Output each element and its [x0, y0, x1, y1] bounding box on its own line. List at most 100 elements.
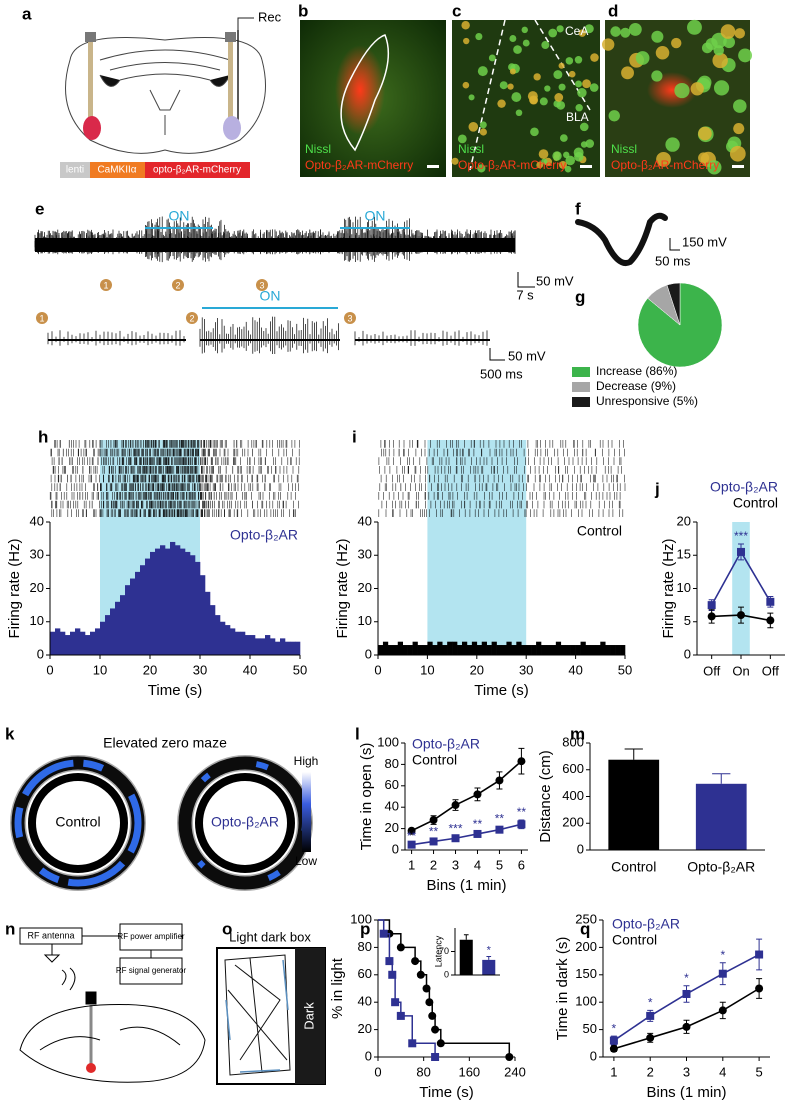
x-tick-label: 0 [374, 1064, 381, 1079]
panel-label: o [222, 919, 232, 938]
marker [411, 957, 420, 966]
bar [290, 641, 296, 655]
significance: * [487, 944, 492, 956]
y-tick-label: 800 [562, 734, 584, 749]
legend-label: Opto-β₂AR [710, 479, 778, 495]
cell [556, 25, 564, 33]
bar [120, 595, 126, 655]
y-tick-label: 10 [358, 613, 372, 628]
y-tick-label: 100 [575, 994, 597, 1009]
bar [481, 641, 487, 655]
cell [577, 88, 587, 98]
panel-label: d [608, 1, 618, 20]
cell [552, 151, 562, 161]
marker [431, 1025, 440, 1034]
stain-label: Opto-β₂AR-mCherry [458, 158, 566, 172]
marker [429, 837, 438, 846]
bar [55, 628, 61, 655]
marker [422, 984, 431, 993]
label: ON [365, 208, 386, 224]
legend-swatch [572, 367, 590, 377]
y-tick-label: 15 [677, 547, 691, 562]
bar [240, 631, 246, 655]
legend-swatch [572, 397, 590, 407]
y-tick-label: 50 [583, 1021, 597, 1036]
marker [517, 820, 526, 829]
error-bar [624, 748, 643, 760]
bar [541, 645, 547, 655]
cell [539, 97, 548, 106]
bar [531, 645, 537, 655]
x-tick-label: Off [703, 663, 720, 678]
significance: *** [734, 529, 748, 543]
bar [452, 641, 458, 655]
x-tick-label: 5 [496, 857, 503, 872]
legend-swatch [572, 382, 590, 392]
cell [584, 24, 594, 34]
cell [468, 122, 479, 132]
bar [422, 645, 428, 655]
cell [479, 121, 487, 129]
cell [513, 45, 522, 54]
cell [530, 127, 539, 137]
x-tick-label: 5 [755, 1064, 762, 1079]
bar [165, 548, 171, 655]
dark-zone [295, 948, 325, 1084]
label: 1 [39, 313, 44, 323]
bar [95, 628, 101, 655]
bar [230, 628, 236, 655]
construct-lenti [60, 162, 90, 178]
cell [610, 26, 621, 37]
bar [155, 548, 161, 655]
panel-label: l [355, 724, 360, 743]
cell [575, 103, 583, 112]
cell [655, 45, 670, 60]
y-tick-label: 0 [37, 646, 44, 661]
x-tick-label: 30 [519, 662, 533, 677]
bar [595, 645, 601, 655]
marker [396, 1011, 405, 1020]
cell [621, 66, 634, 80]
marker [407, 840, 416, 849]
x-axis-label: Bins (1 min) [426, 877, 506, 894]
spike-raster [378, 440, 626, 517]
bar [447, 641, 453, 655]
stain-label: Nissl [305, 142, 331, 156]
y-axis-label: % in light [329, 957, 346, 1019]
cell [698, 126, 712, 141]
legend-label: Opto-β₂AR [412, 736, 480, 752]
optical-fiber [88, 40, 93, 130]
cell [558, 83, 566, 91]
y-tick-label: 0 [590, 1048, 597, 1063]
marker [707, 601, 716, 610]
cell [575, 80, 582, 88]
y-tick-label: 0 [684, 646, 691, 661]
fiber-ferrule [225, 32, 236, 42]
y-axis-label: Firing rate (Hz) [6, 538, 23, 638]
marker [609, 1044, 618, 1053]
voltage-trace [199, 316, 339, 354]
x-tick-label: 10 [93, 662, 107, 677]
y-tick-label: 20 [677, 513, 691, 528]
bar [205, 591, 211, 655]
scale-bar [732, 165, 744, 168]
label: ON [260, 288, 281, 304]
region-label: BLA [566, 110, 589, 124]
label: Elevated zero maze [103, 735, 227, 751]
legend-label: Opto-β₂AR [612, 916, 680, 932]
y-tick-label: 40 [358, 513, 372, 528]
y-axis-label: Latency [433, 935, 443, 967]
stain-label: Opto-β₂AR-mCherry [305, 158, 413, 172]
marker [391, 998, 400, 1007]
cell [457, 134, 467, 144]
bar [145, 558, 151, 655]
cell [656, 152, 671, 167]
cell [589, 83, 599, 92]
bar [285, 641, 291, 655]
cell [579, 122, 589, 132]
bar [210, 605, 216, 655]
label: lenti [66, 165, 84, 176]
bar [482, 959, 496, 975]
bar [417, 645, 423, 655]
